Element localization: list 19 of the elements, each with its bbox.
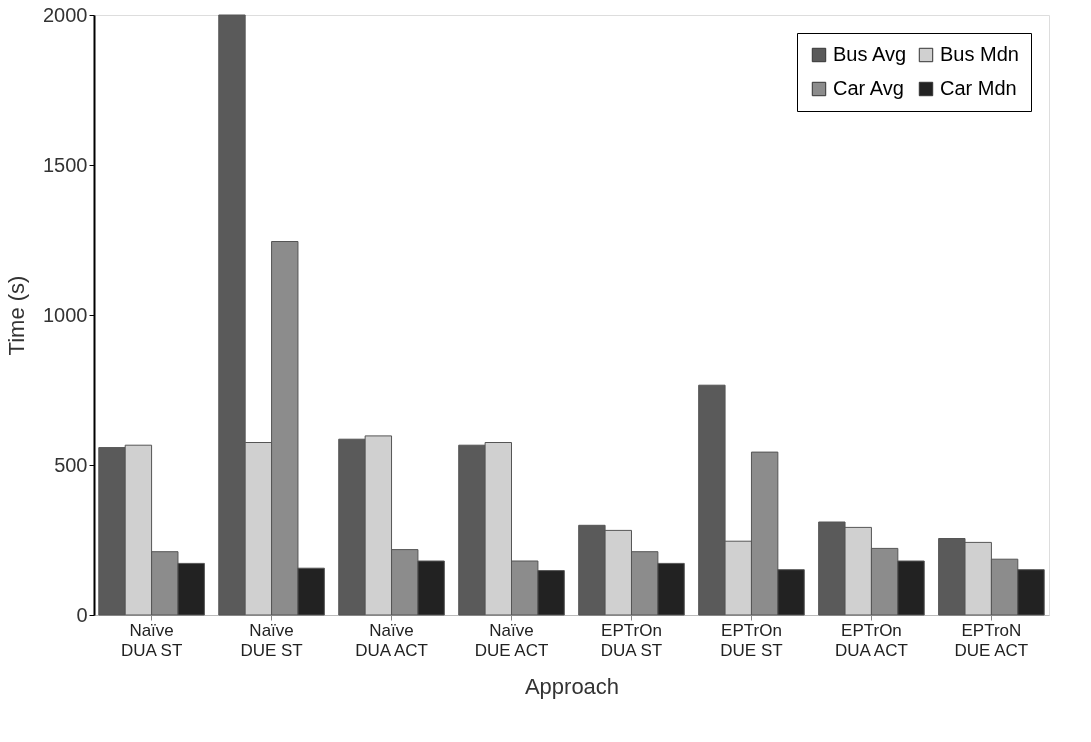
- legend-label: Bus Avg: [833, 43, 907, 65]
- legend-label: Bus Mdn: [940, 43, 1019, 65]
- x-tick-label: EPTrOn DUA ACT: [835, 620, 908, 660]
- y-tick-label: 500: [54, 453, 88, 476]
- y-tick-label: 0: [76, 603, 88, 626]
- x-tick-label: Naïve DUA ST: [120, 620, 183, 660]
- x-axis-title: Approach: [524, 673, 620, 699]
- x-tick-label: EPTrOn DUA ST: [600, 620, 663, 660]
- x-tick-label: EPTroN DUE ACT: [954, 620, 1029, 660]
- y-tick-label: 2000: [43, 3, 88, 26]
- legend-label: Car Avg: [833, 77, 904, 99]
- x-tick-label: Naïve DUA ACT: [355, 620, 428, 660]
- y-tick-label: 1500: [43, 153, 88, 176]
- x-tick-label: EPTrOn DUE ST: [720, 620, 783, 660]
- x-tick-label: Naïve DUE ST: [240, 620, 303, 660]
- x-tick-label: Naïve DUE ACT: [474, 620, 549, 660]
- y-tick-label: 1000: [43, 303, 88, 326]
- legend-label: Car Mdn: [940, 77, 1017, 99]
- y-axis-title: Time (s): [4, 275, 30, 356]
